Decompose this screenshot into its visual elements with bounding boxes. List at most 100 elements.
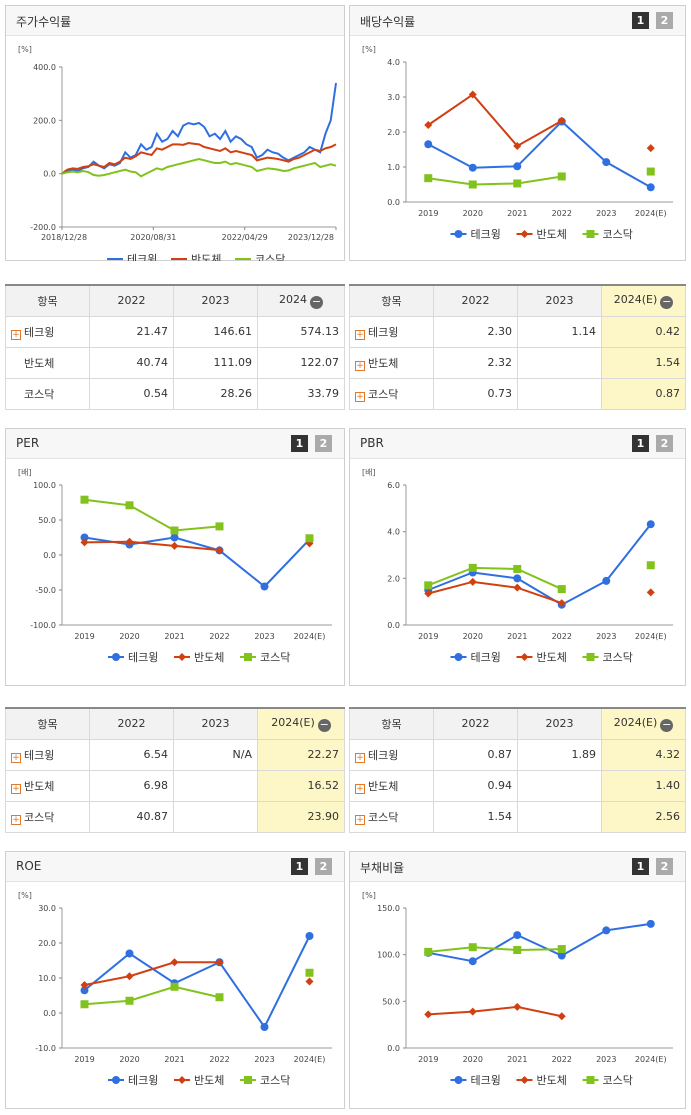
y-tick-label: 1.0 [387, 163, 400, 172]
x-tick-label: 2024(E) [635, 209, 667, 218]
pbr-chart: [배] 6.0 4.0 2.0 0.0 2019 2020 2021 2022 2023 2024(… [362, 468, 673, 664]
row-label: +코스닥 [349, 377, 434, 410]
legend-label: 반도체 [537, 1074, 567, 1087]
y-tick-label: 150.0 [377, 904, 400, 913]
y-tick-label: -10.0 [35, 1044, 56, 1053]
row-label-text: 코스닥 [24, 810, 55, 824]
collapse-icon[interactable]: − [660, 294, 674, 309]
page-2-button[interactable]: 2 [656, 858, 673, 875]
y-tick-label: 0.0 [43, 170, 56, 179]
legend-marker [454, 230, 463, 238]
row-label: +코스닥 [5, 377, 90, 410]
expand-icon[interactable]: + [355, 752, 365, 763]
page-2-button[interactable]: 2 [315, 858, 332, 875]
header-2023: 2023 [517, 707, 602, 740]
expand-icon[interactable]: + [355, 329, 365, 340]
legend-label: 테크윙 [127, 253, 157, 261]
legend-label: 반도체 [537, 228, 567, 241]
series-line [427, 566, 563, 590]
panel-title: ROE [16, 859, 42, 873]
page-1-button[interactable]: 1 [632, 435, 649, 452]
expand-icon[interactable]: + [11, 783, 21, 794]
data-point [424, 174, 433, 183]
cell [517, 800, 602, 833]
collapse-icon[interactable]: − [310, 294, 323, 309]
header-2024: 2024− [257, 284, 345, 317]
series-line [605, 523, 652, 582]
row-label: +반도체 [5, 769, 90, 802]
series-line [427, 580, 563, 605]
data-point [513, 179, 522, 188]
per-chart: [배]100.0 50.0 0.0 -50.0 -100.0 2019 2020 2021 20… [18, 468, 332, 664]
series-line [61, 82, 337, 175]
legend-label: 코스닥 [260, 651, 290, 664]
page-1-button[interactable]: 1 [291, 435, 308, 452]
cell: 6.98 [89, 769, 174, 802]
header-2024e-label: 2024(E) [613, 715, 658, 729]
data-point [557, 585, 566, 594]
header-item: 항목 [349, 284, 434, 317]
data-point [646, 561, 655, 570]
series-line [61, 141, 337, 175]
legend-marker [520, 1076, 529, 1084]
table-row: + 반도체 6.98 16.52 [5, 769, 345, 802]
cell: 1.54 [601, 346, 686, 379]
page-2-button[interactable]: 2 [656, 435, 673, 452]
data-point [602, 576, 611, 585]
x-tick-label: 2020 [463, 209, 483, 218]
y-tick-label: 4.0 [387, 58, 400, 67]
legend-label: 코스닥 [255, 253, 285, 261]
legend-label: 코스닥 [603, 651, 633, 664]
expand-icon[interactable]: + [355, 391, 365, 402]
x-tick-label: 2024(E) [635, 1055, 667, 1064]
collapse-icon[interactable]: − [317, 717, 331, 732]
legend-label: 코스닥 [603, 1074, 633, 1087]
expand-icon[interactable]: + [355, 360, 365, 371]
axis-unit-label: [배] [18, 468, 32, 477]
row-label-text: 테크윙 [368, 748, 399, 762]
legend-label: 반도체 [191, 253, 221, 261]
roe-panel: ROE 1 2 [%] 30.0 20.0 10.0 0.0 -10.0 2019 2020 2… [5, 851, 345, 1109]
series-line [84, 540, 220, 552]
expand-icon[interactable]: + [11, 814, 21, 825]
x-tick-label: 2020 [119, 632, 139, 641]
legend-marker [112, 1076, 120, 1084]
cell: 1.54 [433, 800, 518, 833]
legend-label: 반도체 [194, 1074, 224, 1087]
expand-icon[interactable]: + [355, 814, 365, 825]
header-2022: 2022 [433, 707, 518, 740]
data-point [646, 167, 655, 176]
x-tick-label: 2024(E) [635, 632, 667, 641]
expand-icon[interactable]: + [355, 783, 365, 794]
x-tick-label: 2019 [74, 632, 94, 641]
series-line [84, 985, 220, 1006]
page-2-button[interactable]: 2 [315, 435, 332, 452]
cell: 6.54 [89, 738, 174, 771]
data-point [468, 90, 477, 99]
data-point [305, 539, 314, 548]
table-row: + 코스닥 1.54 2.56 [349, 800, 686, 833]
series-line [61, 157, 337, 178]
page-2-button[interactable]: 2 [656, 12, 673, 29]
page-1-button[interactable]: 1 [632, 858, 649, 875]
legend-marker [112, 653, 120, 661]
table-row: + 테크윙 6.54 N/A 22.27 [5, 738, 345, 771]
roe-chart: [%] 30.0 20.0 10.0 0.0 -10.0 2019 2020 2021 2022 2… [18, 891, 332, 1087]
expand-icon[interactable]: + [11, 329, 21, 340]
x-tick-label: 2021 [507, 1055, 527, 1064]
collapse-icon[interactable]: − [660, 717, 674, 732]
expand-icon[interactable]: + [11, 752, 21, 763]
data-point [557, 172, 566, 181]
data-point [80, 533, 89, 542]
cell: 574.13 [257, 315, 345, 348]
legend-label: 코스닥 [603, 228, 633, 241]
page-1-button[interactable]: 1 [632, 12, 649, 29]
row-label-text: 반도체 [368, 356, 399, 370]
data-point [646, 183, 655, 192]
x-tick-label: 2019 [74, 1055, 94, 1064]
table-row: + 코스닥 40.87 23.90 [5, 800, 345, 833]
row-label: + 테크윙 [5, 315, 90, 348]
page-1-button[interactable]: 1 [291, 858, 308, 875]
cell: 23.90 [257, 800, 345, 833]
y-tick-label: -50.0 [35, 586, 56, 595]
